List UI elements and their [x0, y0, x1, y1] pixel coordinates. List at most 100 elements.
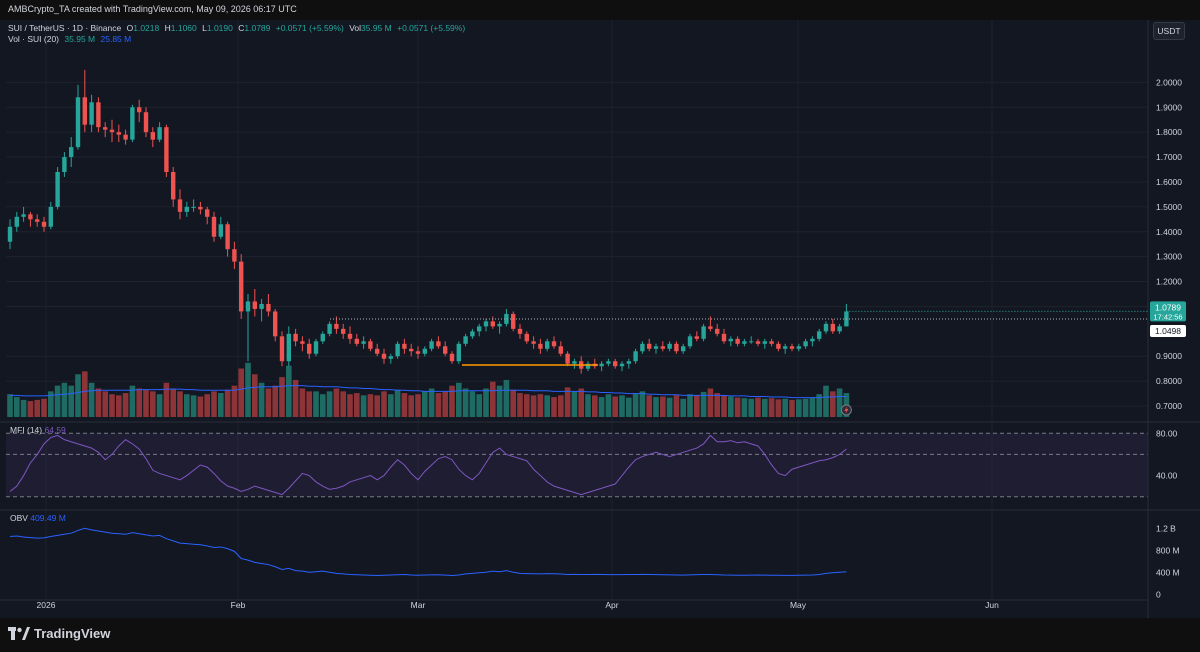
candle-body [558, 346, 563, 354]
volume-bar [592, 395, 598, 417]
volume-bar [150, 391, 156, 417]
candle-body [177, 199, 183, 212]
volume-bar [612, 396, 618, 417]
mfi-tick-label: 40.00 [1156, 471, 1178, 481]
candle-body [470, 331, 475, 337]
candle-body [606, 361, 611, 364]
price-tick-label: 0.9000 [1156, 351, 1182, 361]
chart-area[interactable]: 2.0000 1.9000 1.8000 1.7000 1.6000 1.5000 1.40… [0, 20, 1200, 618]
candle-body [368, 341, 373, 349]
candle-body [449, 353, 455, 362]
volume-bar [333, 388, 340, 417]
candle-body [341, 328, 346, 334]
volume-bar [707, 388, 714, 417]
candle-body [137, 107, 142, 113]
price-chart[interactable]: 2.0000 1.9000 1.8000 1.7000 1.6000 1.5000 1.40… [0, 20, 1200, 618]
volume-bar [292, 379, 299, 417]
volume-bar [20, 399, 27, 417]
obv-tick-label: 800 M [1156, 545, 1180, 555]
candle-body [551, 341, 557, 347]
marker-price-value: 1.0498 [1155, 326, 1181, 336]
price-tick-label: 1.7000 [1156, 152, 1182, 162]
volume-bar [428, 388, 435, 417]
candle-body [830, 323, 835, 332]
candle-body [619, 363, 625, 367]
volume-bar [177, 391, 183, 417]
volume-bar [748, 398, 754, 417]
volume-bar [490, 381, 496, 417]
volume-bar [823, 385, 829, 417]
volume-bar [34, 399, 40, 417]
volume-bar [184, 394, 190, 417]
volume-bar [483, 388, 489, 417]
volume-bar [313, 391, 319, 417]
currency-selector[interactable]: USDT [1153, 22, 1185, 40]
grid-lines [0, 20, 1200, 600]
open-label: O [126, 23, 134, 33]
volume-bar [673, 395, 680, 417]
candle-body [653, 346, 659, 349]
volume-bar [272, 385, 278, 417]
candle-body [41, 221, 47, 227]
volume-bar [14, 397, 20, 417]
candle-body [789, 346, 795, 349]
volume-bar [564, 387, 571, 417]
candle-body [211, 216, 217, 237]
volume-bar [442, 391, 448, 417]
volume-bar [279, 377, 285, 417]
attribution-text: AMBCrypto_TA created with TradingView.co… [8, 4, 297, 14]
candle-body [300, 341, 305, 344]
price-tick-label: 1.5000 [1156, 202, 1182, 212]
vol-inline-change: +0.0571 (+5.59%) [397, 23, 466, 33]
volume-bar [218, 393, 224, 417]
candle-body [463, 336, 468, 344]
volume-bar [48, 391, 54, 417]
time-tick-label: Mar [411, 600, 426, 610]
volume-bar [374, 395, 380, 417]
candle-body [273, 311, 278, 337]
candle-body [776, 343, 781, 349]
tradingview-logo[interactable]: TradingView [8, 626, 110, 641]
candle-body [354, 338, 359, 344]
volume-bar [95, 388, 102, 417]
volume-bar [462, 388, 469, 417]
candle-body [762, 341, 767, 344]
candle-body [415, 351, 421, 354]
volume-bar [367, 394, 374, 417]
mfi-tick-label: 80.00 [1156, 428, 1178, 438]
candle-body [613, 361, 618, 367]
volume-bar [700, 391, 707, 417]
candle-body [728, 338, 733, 342]
price-tick-label: 1.6000 [1156, 177, 1182, 187]
volume-bar [224, 389, 231, 417]
volume-bars [7, 362, 850, 417]
price-tick-label: 0.7000 [1156, 401, 1182, 411]
obv-pane [9, 527, 847, 577]
candle-body [708, 326, 713, 329]
symbol-name: SUI / TetherUS · 1D · Binance [8, 23, 122, 33]
volume-bar [660, 396, 666, 417]
candle-body [633, 351, 638, 362]
countdown-value: 17:42:56 [1153, 312, 1182, 321]
volume-bar [721, 395, 727, 417]
candle-body [735, 338, 740, 344]
mfi-series [9, 434, 847, 496]
volume-bar [136, 388, 142, 417]
volume-bar [809, 397, 816, 417]
candle-body [742, 341, 747, 344]
candle-body [21, 214, 26, 217]
candle-body [116, 132, 121, 135]
tradingview-logo-text: TradingView [34, 626, 111, 641]
volume-bar [816, 394, 822, 417]
candle-body [279, 336, 285, 362]
candle-body [69, 147, 74, 158]
volume-bar [401, 393, 408, 417]
volume-bar [27, 401, 34, 417]
volume-label: Vol · SUI (20) [8, 34, 60, 44]
mfi-label: MFI (14) [10, 425, 43, 435]
volume-bar [449, 385, 455, 417]
candle-body [7, 226, 13, 242]
candle-body [701, 326, 706, 339]
candle-body [667, 343, 672, 349]
price-tick-label: 1.4000 [1156, 227, 1182, 237]
